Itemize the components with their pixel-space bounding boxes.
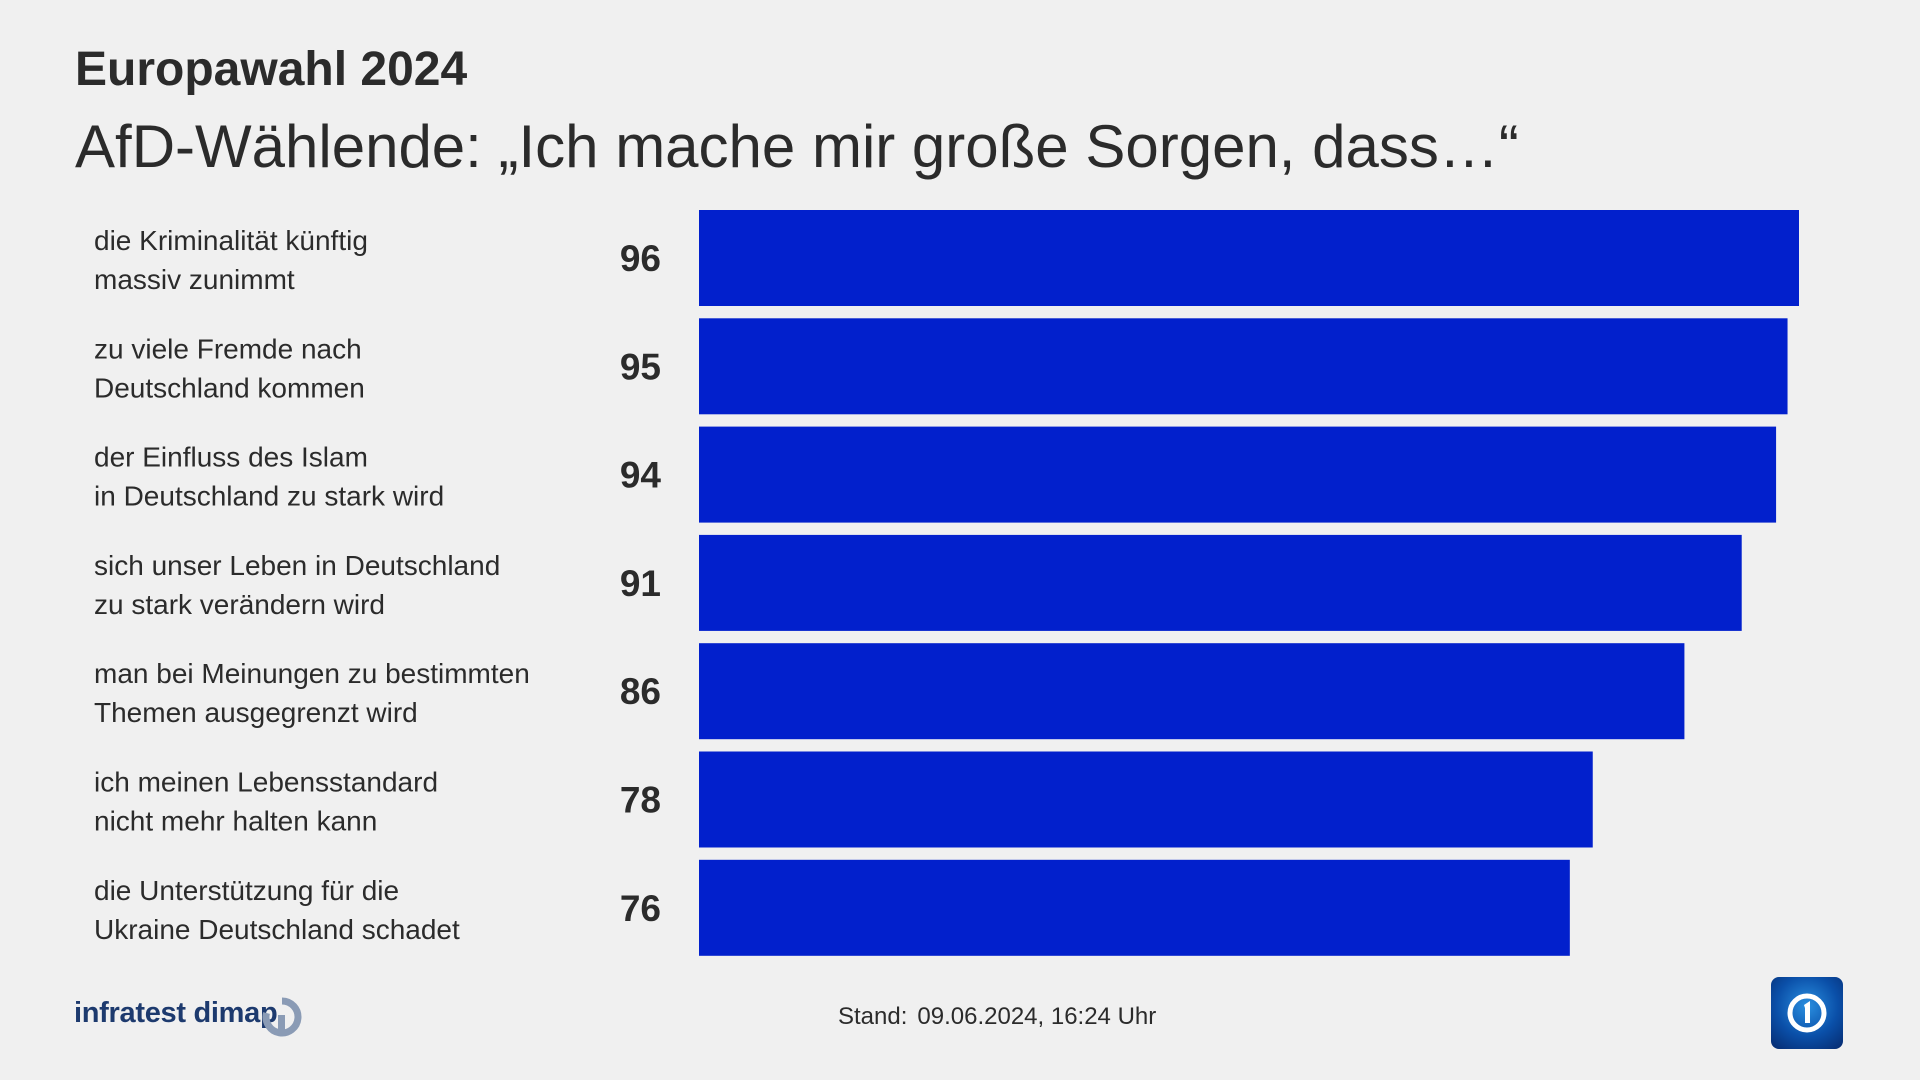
bar-4 <box>699 643 1685 740</box>
bar-5 <box>699 751 1593 848</box>
bar-value-label-2: 94 <box>620 455 662 496</box>
bar-value-label-6: 76 <box>620 888 661 929</box>
bar-value-label-3: 91 <box>620 563 661 604</box>
bar-3 <box>699 534 1742 631</box>
category-label-2-line-1: in Deutschland zu stark wird <box>94 481 444 512</box>
bar-value-label-5: 78 <box>620 780 661 821</box>
category-label-6-line-0: die Unterstützung für die <box>94 875 399 906</box>
category-label-0-line-0: die Kriminalität künftig <box>94 225 368 256</box>
category-label-4-line-0: man bei Meinungen zu bestimmten <box>94 658 530 689</box>
category-label-4-line-1: Themen ausgegrenzt wird <box>94 697 418 728</box>
category-label-1-line-1: Deutschland kommen <box>94 372 365 403</box>
bar-1 <box>699 318 1788 415</box>
bar-value-label-1: 95 <box>620 346 661 387</box>
chart-title: AfD-Wählende: „Ich mache mir große Sorge… <box>75 113 1519 180</box>
category-label-3-line-0: sich unser Leben in Deutschland <box>94 550 500 581</box>
infratest-dimap-logo-icon <box>262 997 302 1037</box>
stand-value: 09.06.2024, 16:24 Uhr <box>917 1003 1157 1030</box>
tagesschau-logo-icon <box>1771 977 1843 1049</box>
category-label-1-line-0: zu viele Fremde nach <box>94 333 362 364</box>
category-label-3-line-1: zu stark verändern wird <box>94 589 385 620</box>
chart-supertitle: Europawahl 2024 <box>75 43 468 96</box>
category-label-5-line-0: ich meinen Lebensstandard <box>94 767 438 798</box>
category-label-5-line-1: nicht mehr halten kann <box>94 806 377 837</box>
stand-timestamp: Stand: 09.06.2024, 16:24 Uhr <box>838 1003 1156 1031</box>
infratest-dimap-logo-text: infratest dimap <box>74 997 278 1029</box>
bar-2 <box>699 426 1777 523</box>
category-label-0-line-1: massiv zunimmt <box>94 264 295 295</box>
stand-label: Stand: <box>838 1003 908 1030</box>
category-label-6-line-1: Ukraine Deutschland schadet <box>94 914 460 945</box>
bar-0 <box>699 210 1799 306</box>
category-label-2-line-0: der Einfluss des Islam <box>94 442 368 473</box>
bar-6 <box>699 859 1570 956</box>
bar-value-label-0: 96 <box>620 238 661 279</box>
bar-value-label-4: 86 <box>620 671 661 712</box>
